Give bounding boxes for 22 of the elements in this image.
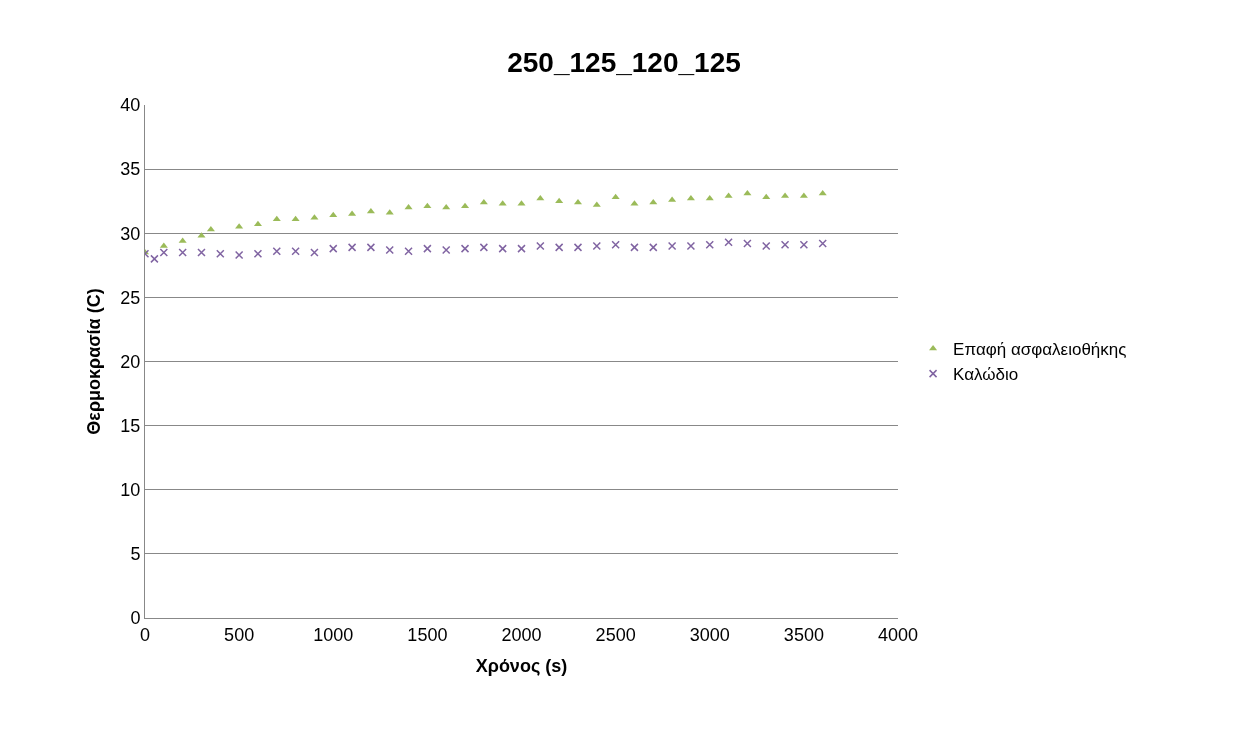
y-tick-label: 5 (130, 544, 141, 565)
x-tick-label: 1500 (407, 624, 448, 645)
x-tick-label: 2000 (501, 624, 542, 645)
y-tick-label: 0 (130, 608, 141, 629)
y-axis-title: Θερμοκρασία (C) (83, 288, 104, 435)
y-tick-label: 25 (120, 287, 141, 308)
y-tick-label: 35 (120, 159, 141, 180)
y-tick-label: 20 (120, 351, 141, 372)
y-tick-label: 15 (120, 415, 141, 436)
x-tick-label: 500 (224, 624, 255, 645)
y-tick-label: 30 (120, 223, 141, 244)
legend-label: Επαφή ασφαλειοθήκης (953, 340, 1127, 360)
x-tick-label: 1000 (313, 624, 354, 645)
x-tick-label: 2500 (595, 624, 636, 645)
chart-title: 250_125_120_125 (507, 47, 741, 79)
x-axis-title: Χρόνος (s) (475, 655, 568, 676)
y-tick-label: 10 (120, 480, 141, 501)
x-tick-label: 3000 (689, 624, 730, 645)
y-tick-label: 40 (120, 95, 141, 116)
x-tick-label: 4000 (877, 624, 919, 645)
legend-label: Καλώδιο (953, 365, 1019, 385)
x-tick-label: 3500 (783, 624, 824, 645)
